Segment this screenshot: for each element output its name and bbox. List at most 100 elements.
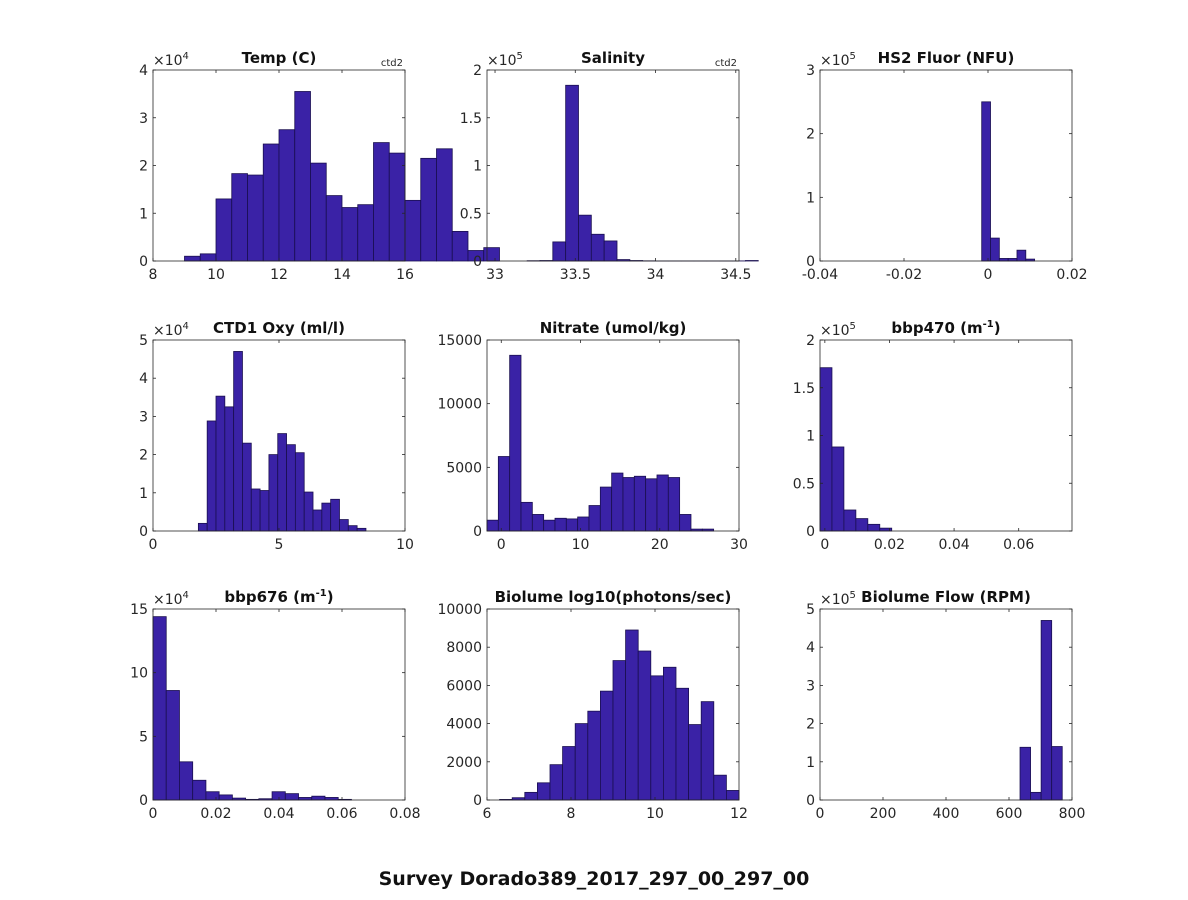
axis-exponent: ×104 <box>153 321 189 339</box>
histogram-bar <box>587 710 601 801</box>
histogram-bar <box>357 204 374 262</box>
histogram-bar <box>404 199 422 262</box>
y-tick-label: 15000 <box>437 333 482 349</box>
x-tick-label: 0 <box>497 537 506 553</box>
x-tick-label: 600 <box>996 806 1023 822</box>
histogram-bar <box>879 527 893 532</box>
histogram-bar <box>509 354 522 532</box>
histogram-bar <box>600 690 614 801</box>
histogram-bar <box>436 148 453 262</box>
axis-exponent: ×105 <box>820 321 856 339</box>
histogram-bar <box>303 491 314 532</box>
histogram-bar <box>310 162 327 262</box>
y-tick-label: 1 <box>473 159 482 175</box>
histogram-bar <box>552 241 567 262</box>
y-tick-label: 0 <box>139 793 148 809</box>
histogram-bar <box>278 129 296 262</box>
x-tick-label: 30 <box>730 537 748 553</box>
x-tick-label: 5 <box>275 537 284 553</box>
histogram-bar <box>574 723 589 801</box>
y-tick-label: 0.5 <box>460 206 482 222</box>
x-tick-label: 8 <box>149 267 158 283</box>
histogram-bar <box>612 660 627 801</box>
x-tick-label: 33.5 <box>560 267 591 283</box>
histogram-bar <box>819 367 833 532</box>
histogram-bar <box>294 452 305 532</box>
subplot-5: 0 10 20 30 0 5000 10000 15000 Nitrate (umol/kg) <box>437 319 747 553</box>
y-tick-label: 4 <box>806 640 815 656</box>
subplot-6: 0 0.02 0.04 0.06 0 0.5 1 1.5 2 ×105 bbp470 (m-1) <box>793 319 1073 553</box>
x-tick-label: 0 <box>149 537 158 553</box>
histogram-bar <box>675 687 690 801</box>
histogram-bar <box>250 488 261 532</box>
histogram-bar <box>843 509 857 532</box>
histogram-bar <box>549 764 564 801</box>
histogram-bar <box>242 442 252 532</box>
histogram-bar <box>622 477 635 532</box>
histogram-bar <box>588 505 601 532</box>
histogram-bar <box>218 794 233 801</box>
x-tick-label: 0.02 <box>1056 267 1087 283</box>
subplot-title: Temp (C) <box>242 49 317 67</box>
x-tick-label: 12 <box>270 267 288 283</box>
x-tick-label: 14 <box>333 267 351 283</box>
histogram-bar <box>700 701 715 801</box>
histogram-bar <box>625 629 639 801</box>
histogram-bar <box>1019 746 1031 801</box>
histogram-bar <box>215 395 226 532</box>
subplot-title: bbp676 (m-1) <box>224 588 333 606</box>
y-tick-label: 0 <box>806 524 815 540</box>
subplot-title: bbp470 (m-1) <box>891 319 1000 337</box>
histogram-bar <box>486 519 499 532</box>
histogram-bar <box>199 253 217 262</box>
y-tick-label: 1.5 <box>793 381 815 397</box>
subplot-title: Nitrate (umol/kg) <box>540 319 687 337</box>
histogram-bar <box>554 517 567 532</box>
y-tick-label: 3 <box>139 409 148 425</box>
y-tick-label: 4 <box>139 371 148 387</box>
subplot-title: Biolume log10(photons/sec) <box>495 588 732 606</box>
axes-box <box>819 69 1073 262</box>
histogram-bar <box>599 486 613 532</box>
histogram-bar <box>312 509 323 532</box>
histogram-bar <box>531 514 545 532</box>
y-tick-label: 1 <box>806 755 815 771</box>
histogram-bar <box>831 446 845 532</box>
x-tick-label: 10 <box>572 537 590 553</box>
histogram-bar <box>537 782 551 801</box>
x-tick-label: 6 <box>483 806 492 822</box>
x-tick-label: 800 <box>1059 806 1086 822</box>
y-tick-label: 2 <box>139 448 148 464</box>
histogram-bar <box>179 761 194 801</box>
histogram-bar <box>981 101 991 262</box>
histogram-bar <box>205 791 220 801</box>
x-tick-label: -0.02 <box>886 267 922 283</box>
x-tick-label: 0.06 <box>326 806 357 822</box>
y-tick-label: 1 <box>139 206 148 222</box>
y-tick-label: 1 <box>806 190 815 206</box>
subplot-7: 0 0.02 0.04 0.06 0.08 0 5 10 15 ×104 bbp676 (m-1) <box>130 588 420 822</box>
histogram-bar <box>633 475 647 532</box>
y-tick-label: 3 <box>139 111 148 127</box>
histogram-bar <box>311 795 326 801</box>
histogram-bar <box>356 527 367 532</box>
subplot-tag: ctd2 <box>381 58 403 69</box>
y-tick-label: 0 <box>473 254 482 270</box>
histogram-bar <box>262 143 280 262</box>
y-tick-label: 2 <box>806 333 815 349</box>
histogram-bar <box>855 518 869 532</box>
x-tick-label: 34.5 <box>720 267 751 283</box>
y-tick-label: 5 <box>139 729 148 745</box>
y-tick-label: 2000 <box>446 755 482 771</box>
histogram-bar <box>603 240 618 262</box>
histogram-bar <box>520 501 533 532</box>
histogram-bar <box>215 198 233 262</box>
histogram-bar <box>321 502 332 532</box>
y-tick-label: 5000 <box>446 460 482 476</box>
y-tick-label: 2 <box>139 159 148 175</box>
x-tick-label: 200 <box>870 806 897 822</box>
y-tick-label: 4000 <box>446 717 482 733</box>
histogram-bar <box>339 519 349 532</box>
